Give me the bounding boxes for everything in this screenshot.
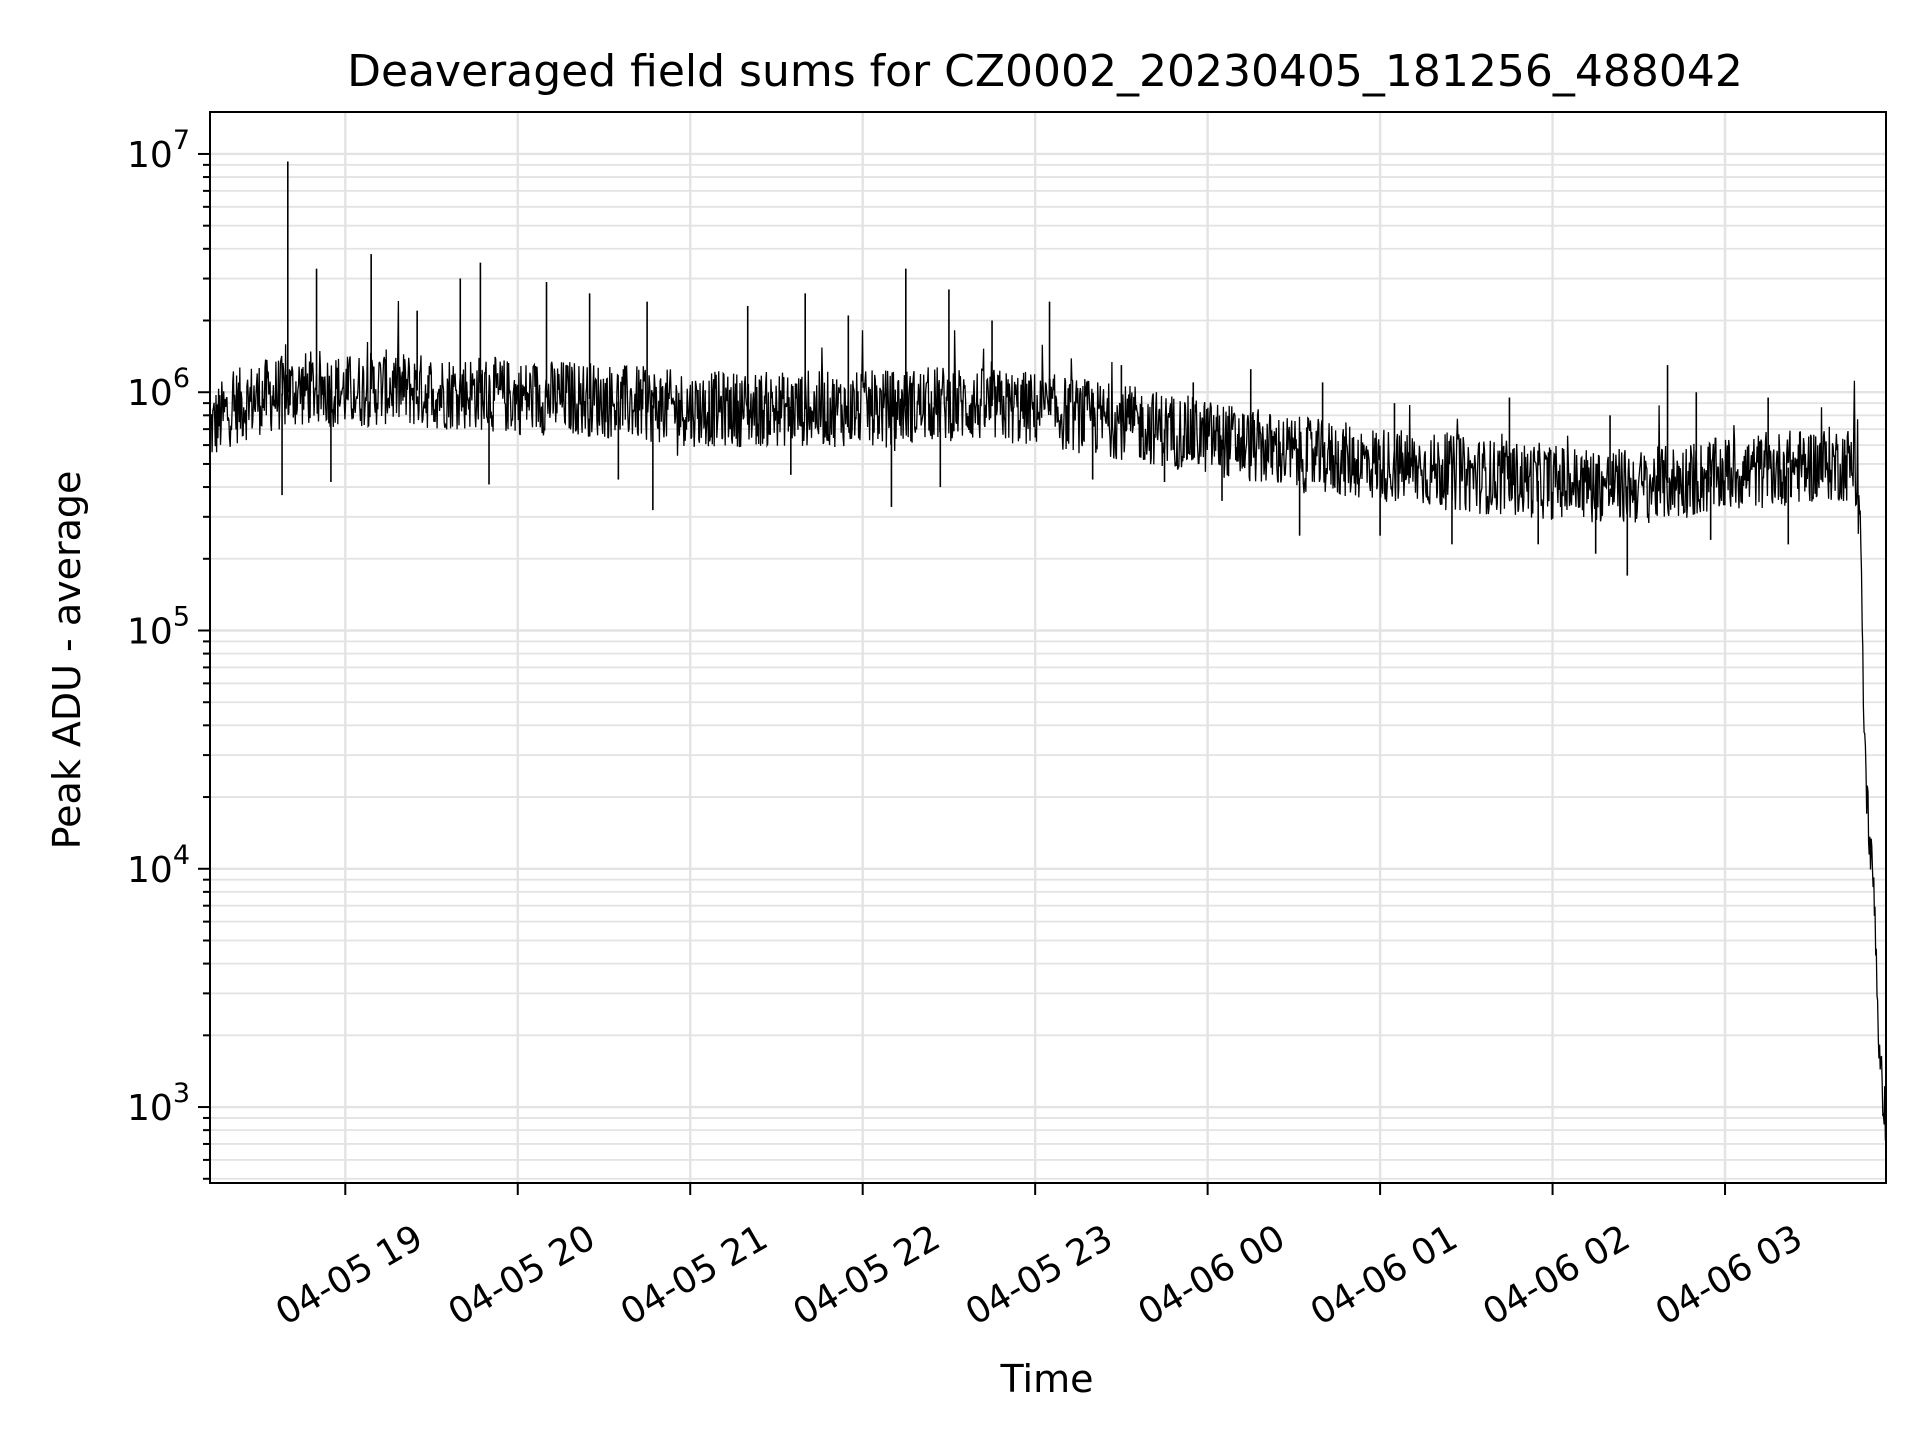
series-layer — [209, 161, 1887, 1141]
y-tick-base: 10 — [127, 1088, 173, 1129]
y-tick-base: 10 — [127, 850, 173, 891]
y-tick-base: 10 — [127, 373, 173, 414]
y-tick-exponent: 4 — [173, 840, 190, 871]
chart-title: Deaveraged field sums for CZ0002_2023040… — [347, 46, 1743, 97]
y-tick-exponent: 6 — [173, 363, 190, 394]
y-tick-label: 104 — [127, 840, 190, 891]
y-tick-exponent: 3 — [173, 1078, 190, 1109]
y-tick-label: 105 — [127, 602, 190, 653]
y-tick-exponent: 5 — [173, 602, 190, 633]
y-tick-exponent: 7 — [173, 125, 190, 156]
y-axis-label: Peak ADU - average — [45, 471, 89, 850]
y-tick-base: 10 — [127, 612, 173, 653]
grid-lines — [210, 112, 1886, 1183]
x-axis-label: Time — [1000, 1357, 1094, 1401]
y-tick-label: 106 — [127, 363, 190, 414]
y-tick-base: 10 — [127, 135, 173, 176]
plot-frame — [209, 111, 1887, 1184]
series-line — [209, 300, 1887, 1141]
y-tick-label: 107 — [127, 125, 190, 176]
y-tick-label: 103 — [127, 1078, 190, 1129]
